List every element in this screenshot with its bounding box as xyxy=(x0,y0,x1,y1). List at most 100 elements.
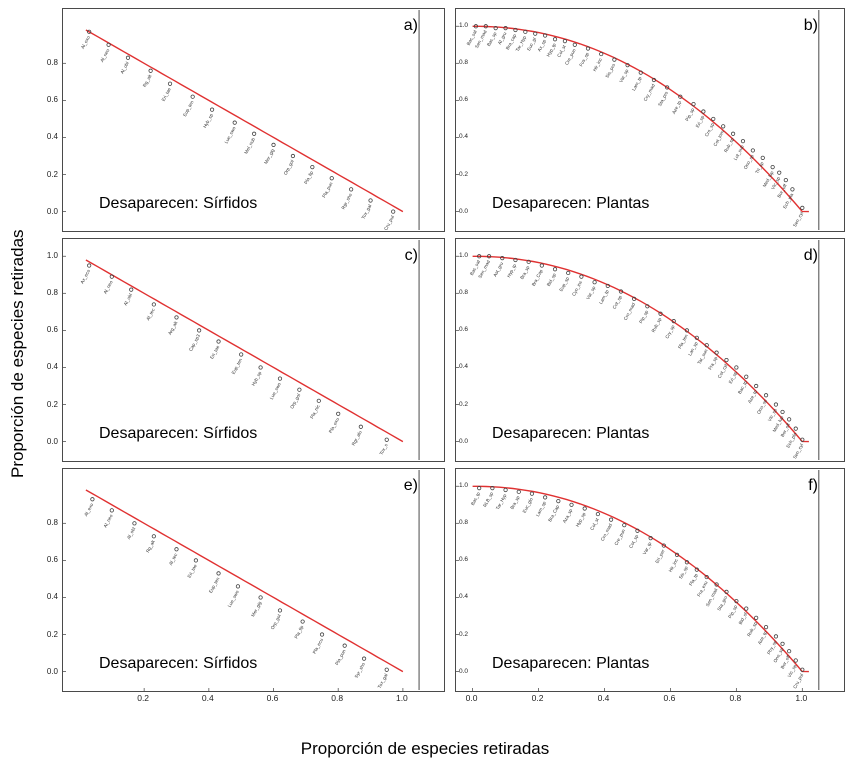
data-point-label: Pla_exu xyxy=(328,417,340,434)
data-point-label: Ech_pla xyxy=(785,431,797,448)
data-point-label: Cot_sp xyxy=(612,294,623,310)
panel-e-plot: Al_exo Al_neo Al_obl Rg_alt Al_tec Eri_tae Eup… xyxy=(63,470,420,691)
data-point xyxy=(562,38,568,44)
data-point-label: Bra_sp xyxy=(509,495,520,511)
data-point xyxy=(174,315,179,320)
data-point xyxy=(721,124,726,129)
data-point-label: Eri_tae xyxy=(161,86,172,102)
data-point-label: Orp_gol xyxy=(289,393,301,410)
data-point-label: Mer_gig xyxy=(263,148,275,165)
x-tick-label: 0.4 xyxy=(597,693,610,703)
data-point-label: Aze_tp xyxy=(747,389,758,404)
y-tick-label: 0.6 xyxy=(46,325,58,335)
data-point-label: Ast_gru xyxy=(492,261,504,278)
y-tick-label: 0.4 xyxy=(46,362,58,372)
data-point-label: Sis_pro xyxy=(605,62,617,78)
data-point-label: Pip_sp xyxy=(684,107,695,122)
data-point xyxy=(572,42,577,47)
x-tick-label: 0.8 xyxy=(331,693,344,703)
data-point-label: Eri_tae xyxy=(209,344,220,360)
panel-c-frame: Ax_eco Al_neo Al_obl Al_tec Arg_alt Cap_sp3 Er… xyxy=(62,238,445,462)
data-point-label: Tox_s xyxy=(379,442,389,456)
data-point-label: Pla_ten xyxy=(677,333,689,349)
data-point-label: Hyp_sp xyxy=(575,511,587,527)
data-point xyxy=(526,259,531,264)
y-tick-label: 0.8 xyxy=(459,519,469,527)
y-tick-label: 0.6 xyxy=(46,95,58,105)
panel-f-frame: Bac_tp RLB_sp Tar_Hyp Bra_sp Euc_glo Lam_sp Br… xyxy=(455,468,845,692)
data-point-label: Ono_sp xyxy=(743,153,755,170)
data-point-label: Al_gru xyxy=(497,31,508,45)
data-point-label: Bor_off xyxy=(780,654,792,670)
y-tick-label: 0.6 xyxy=(459,326,469,334)
data-point xyxy=(754,615,759,620)
y-tick-label: 1.0 xyxy=(459,252,469,260)
data-point xyxy=(701,109,706,114)
data-point xyxy=(490,486,495,491)
data-point xyxy=(704,343,709,348)
data-point xyxy=(533,31,538,36)
data-point-label: Sis_sp xyxy=(678,565,689,580)
data-point xyxy=(730,131,736,136)
data-point xyxy=(543,495,548,500)
y-tick-label: 0.8 xyxy=(46,518,58,528)
data-point xyxy=(358,424,363,429)
panel-f-plot: Bac_tp RLB_sp Tar_Hyp Bra_sp Euc_glo Lam_sp Br… xyxy=(456,470,820,691)
data-point xyxy=(800,437,805,442)
data-point-label: Bac_tp xyxy=(737,379,748,394)
y-tick-label: 0.4 xyxy=(46,592,58,602)
data-point xyxy=(473,24,478,29)
data-point-label: Lan_sp xyxy=(687,341,699,357)
data-point-label: Rg_alt xyxy=(145,539,156,554)
panel-letter: d) xyxy=(803,247,818,264)
y-tick-label: 0.2 xyxy=(459,170,469,178)
data-point xyxy=(582,506,587,511)
panel-letter: c) xyxy=(404,247,418,264)
data-point xyxy=(277,376,283,381)
data-point xyxy=(336,411,341,416)
data-point-label: Pla_fip xyxy=(294,624,305,639)
data-point xyxy=(277,608,283,613)
y-axis-label: Proporción de especies retiradas xyxy=(8,229,27,478)
x-axis-label: Proporción de especies retiradas xyxy=(300,739,550,758)
panel-caption: Desaparecen: Plantas xyxy=(492,425,650,442)
data-point xyxy=(216,339,221,344)
data-point xyxy=(800,205,805,210)
data-point xyxy=(635,528,640,533)
data-point-label: Col_st xyxy=(556,44,567,58)
data-point-label: Al_tec xyxy=(145,307,156,321)
y-tick-label: 0.8 xyxy=(46,288,58,298)
data-point xyxy=(87,263,92,268)
fit-curve xyxy=(85,259,404,443)
data-point xyxy=(632,296,637,301)
data-point-label: Cre_pun xyxy=(613,528,626,546)
data-point xyxy=(316,398,321,403)
data-point xyxy=(800,667,805,672)
data-point-label: Lot_sub xyxy=(733,144,745,161)
data-point-label: Sen_cyl xyxy=(792,443,804,460)
panel-letter: a) xyxy=(403,17,418,34)
data-point-label: Cru_pul xyxy=(792,673,804,690)
data-point xyxy=(209,107,215,112)
data-point-label: Lam_tp xyxy=(598,289,610,305)
data-point xyxy=(329,176,334,181)
data-point xyxy=(648,536,653,541)
data-point xyxy=(704,574,709,580)
data-point-label: Bor_off xyxy=(780,422,792,438)
data-point xyxy=(638,70,643,75)
data-point-label: Pip_sp xyxy=(727,604,738,619)
data-point-label: Bid_sf xyxy=(738,611,749,625)
data-point-label: Fra_sp xyxy=(707,355,718,370)
y-tick-label: 0.4 xyxy=(459,363,469,371)
data-point-label: Rg_alt xyxy=(142,73,153,88)
data-point xyxy=(167,81,173,86)
panel-a-plot: Al_exo Al_neo Al_obl Rg_alt Eri_tae Eup_ten Hy… xyxy=(63,10,420,232)
data-point-label: Vic_sp xyxy=(787,663,798,678)
data-point-label: Cry_mad xyxy=(643,83,656,102)
y-tick-label: 0.4 xyxy=(46,132,58,142)
data-point-label: Rub_sp xyxy=(723,136,735,153)
data-point xyxy=(671,319,676,324)
data-point-label: Arg_alt xyxy=(167,320,179,336)
y-tick-label: 0.0 xyxy=(459,667,469,675)
data-point-label: Cru_pul xyxy=(383,215,395,232)
